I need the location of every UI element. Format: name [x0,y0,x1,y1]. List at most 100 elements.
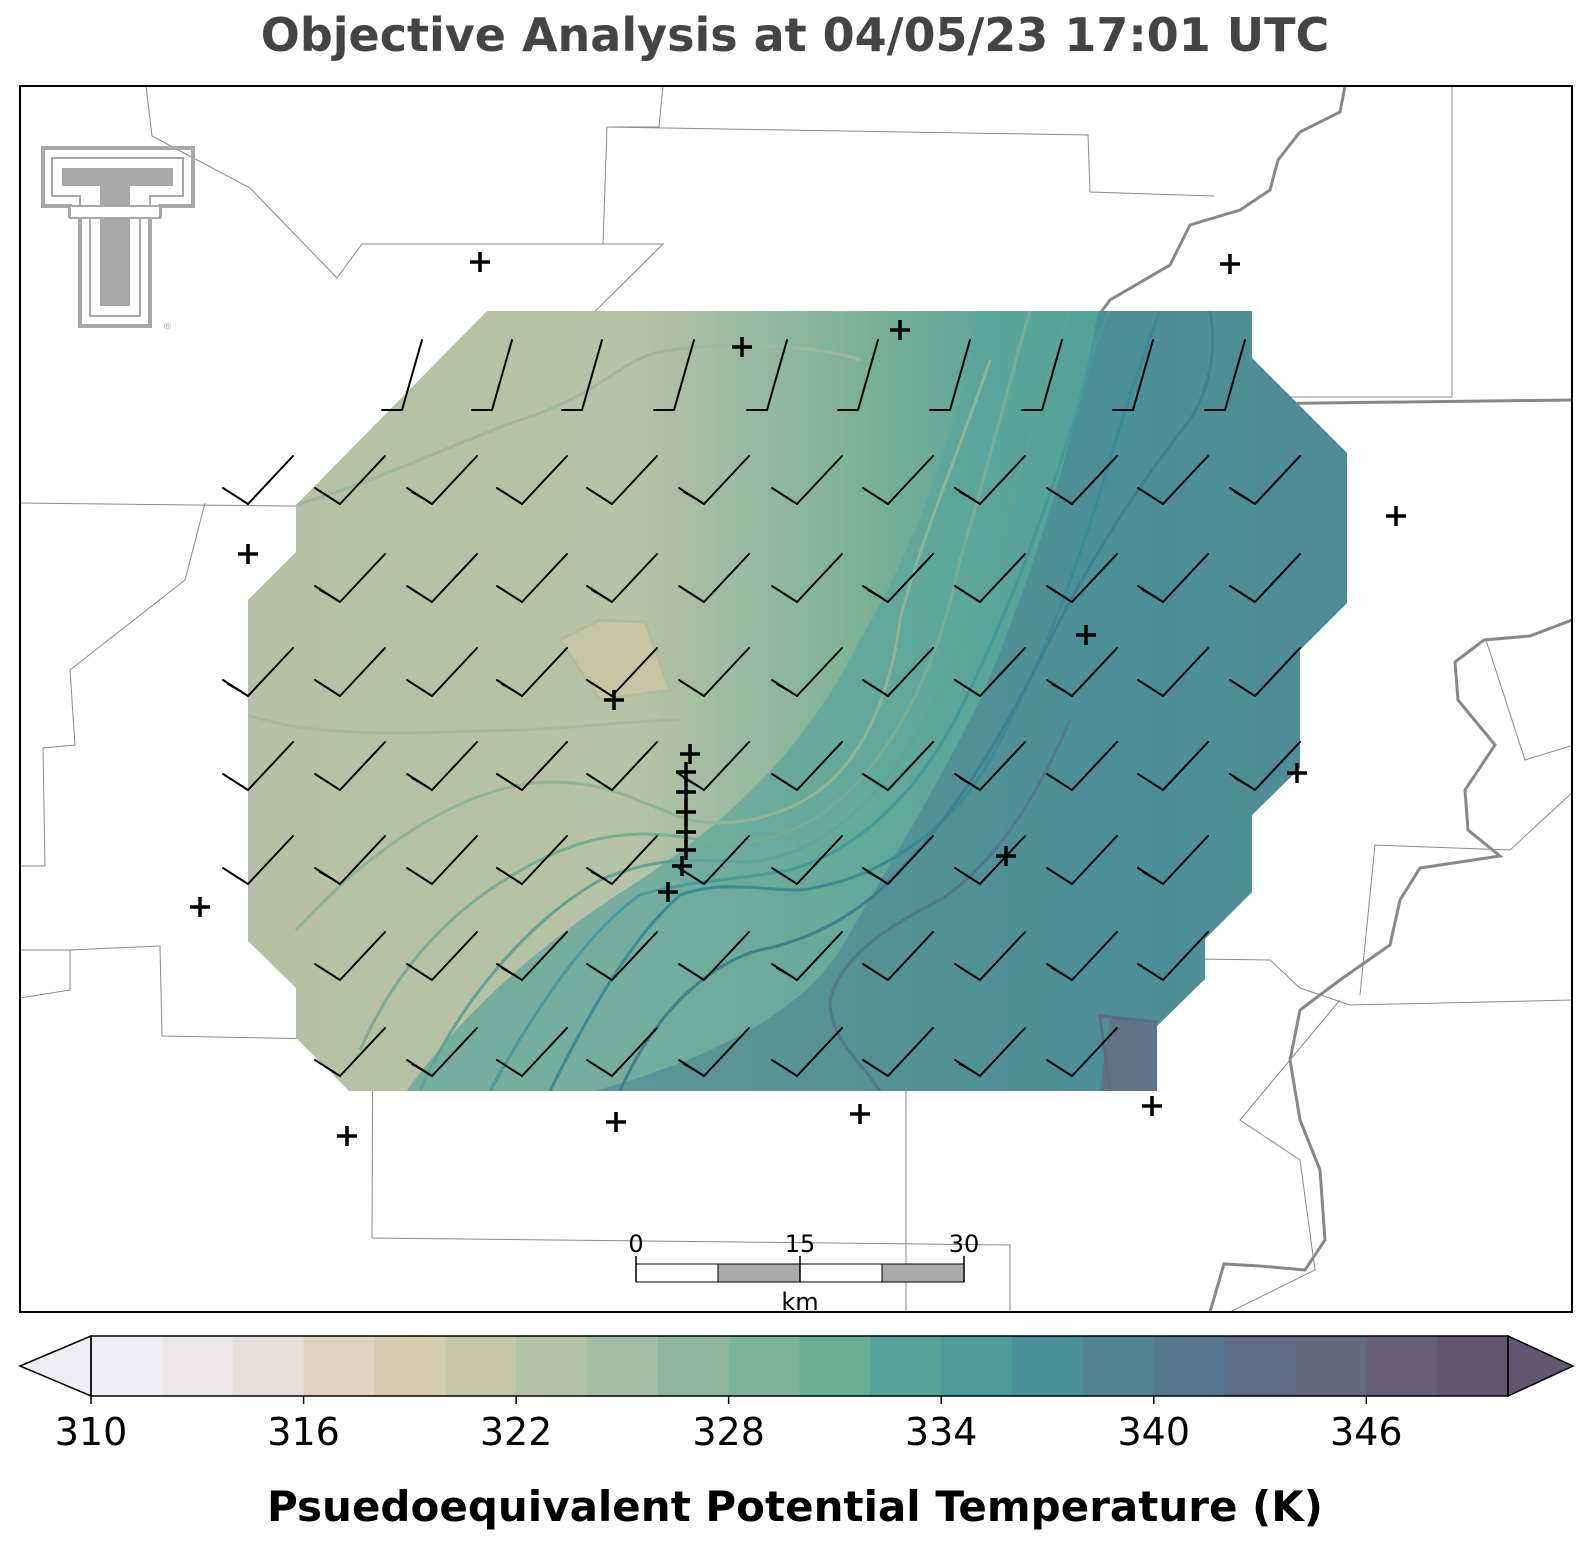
svg-text:®: ® [163,322,172,332]
station-marker [337,1126,357,1146]
wind-barb [929,339,971,411]
wind-barb [314,553,386,603]
wind-barb [586,1027,658,1077]
wind-barb [1137,931,1209,981]
wind-barb [771,1027,843,1077]
wind-barb [1046,455,1118,505]
colorbar-label: Psuedoequivalent Potential Temperature (… [267,1482,1323,1531]
station-marker [1142,1096,1162,1116]
wind-barb [406,647,478,697]
colorbar-bin [303,1336,375,1396]
wind-barb [1046,741,1118,791]
wind-barb [1137,455,1209,505]
wind-barb [586,741,658,791]
map-frame [19,85,1573,1313]
wind-barb [678,553,750,603]
colorbar-bin [516,1336,588,1396]
station-marker [470,252,490,272]
wind-barb [222,835,294,885]
wind-barb [678,1027,750,1077]
wind-barb [1021,339,1063,411]
wind-barb [653,339,695,411]
station-marker [658,882,678,902]
colorbar-bin [232,1336,305,1396]
colorbar-tick-label: 322 [479,1410,553,1454]
wind-barb [222,647,294,697]
wind-barb [1046,647,1118,697]
wind-barb [771,553,843,603]
wind-barb [1137,835,1209,885]
wind-barb [496,1027,568,1077]
station-marker [238,544,258,564]
wind-barb [1204,339,1246,411]
wind-barb [954,741,1026,791]
wind-barb [678,455,750,505]
wind-barb [406,835,478,885]
wind-barb [496,553,568,603]
colorbar-tick-label: 340 [1117,1410,1191,1454]
wind-barb [1046,835,1118,885]
wind-barb [381,339,423,411]
warm-sector-fill [560,311,1347,1091]
wind-barb [406,553,478,603]
colorbar-bin [1012,1336,1084,1396]
station-marker [850,1104,870,1124]
scale-unit: km [781,1288,818,1316]
colorbar-tick-label: 346 [1330,1410,1403,1454]
wind-barb [862,931,934,981]
wind-barb [1229,647,1301,697]
colorbar-bin [728,1336,800,1396]
wind-barb [771,741,843,791]
station-markers [190,252,1406,1146]
colorbar-bin [1295,1336,1367,1396]
wind-barb [771,931,843,981]
theta-e-contours [248,311,1215,1091]
hot-pocket-fill [1100,1016,1157,1091]
wind-barb [862,455,934,505]
wind-barb [314,741,386,791]
station-marker [676,782,696,802]
station-marker [1386,506,1406,526]
wind-barb [1046,1027,1118,1077]
colorbar-bin [1366,1336,1438,1396]
wind-barb [771,455,843,505]
texas-tech-logo: ® [41,146,195,332]
station-marker [890,320,910,340]
colorbar-bin [1153,1336,1226,1396]
colorbar-bin [799,1336,871,1396]
scale-label-0: 0 [628,1230,643,1258]
station-marker [1076,625,1096,645]
wind-barb [586,455,658,505]
wind-barb [314,931,386,981]
wind-barb [496,931,568,981]
colorbar-tick-label: 316 [267,1410,340,1454]
colorbar-bin [870,1336,942,1396]
station-marker [676,822,696,842]
wind-barb [406,741,478,791]
colorbar-bin [1224,1336,1296,1396]
station-marker [680,744,700,764]
wind-barb [314,1027,386,1077]
colorbar-tick-label: 334 [904,1410,978,1454]
colorbar-extend-high [1507,1334,1575,1398]
wind-barb [471,339,513,411]
wind-barb [1229,455,1301,505]
wind-barb [954,1027,1026,1077]
colorbar-bin [586,1336,659,1396]
wind-barb [1137,741,1209,791]
wind-barb [222,455,294,505]
wind-barb [314,455,386,505]
wind-barb [837,339,879,411]
theta-e-field [248,311,1347,1091]
station-marker [606,1112,626,1132]
wind-barb [1112,339,1154,411]
station-marker [676,762,696,782]
wind-barb [862,553,934,603]
wind-barb [586,931,658,981]
wind-barb [314,647,386,697]
station-marker [1287,763,1307,783]
wind-barb [1229,741,1301,791]
wind-barb [406,1027,478,1077]
station-marker [604,690,624,710]
